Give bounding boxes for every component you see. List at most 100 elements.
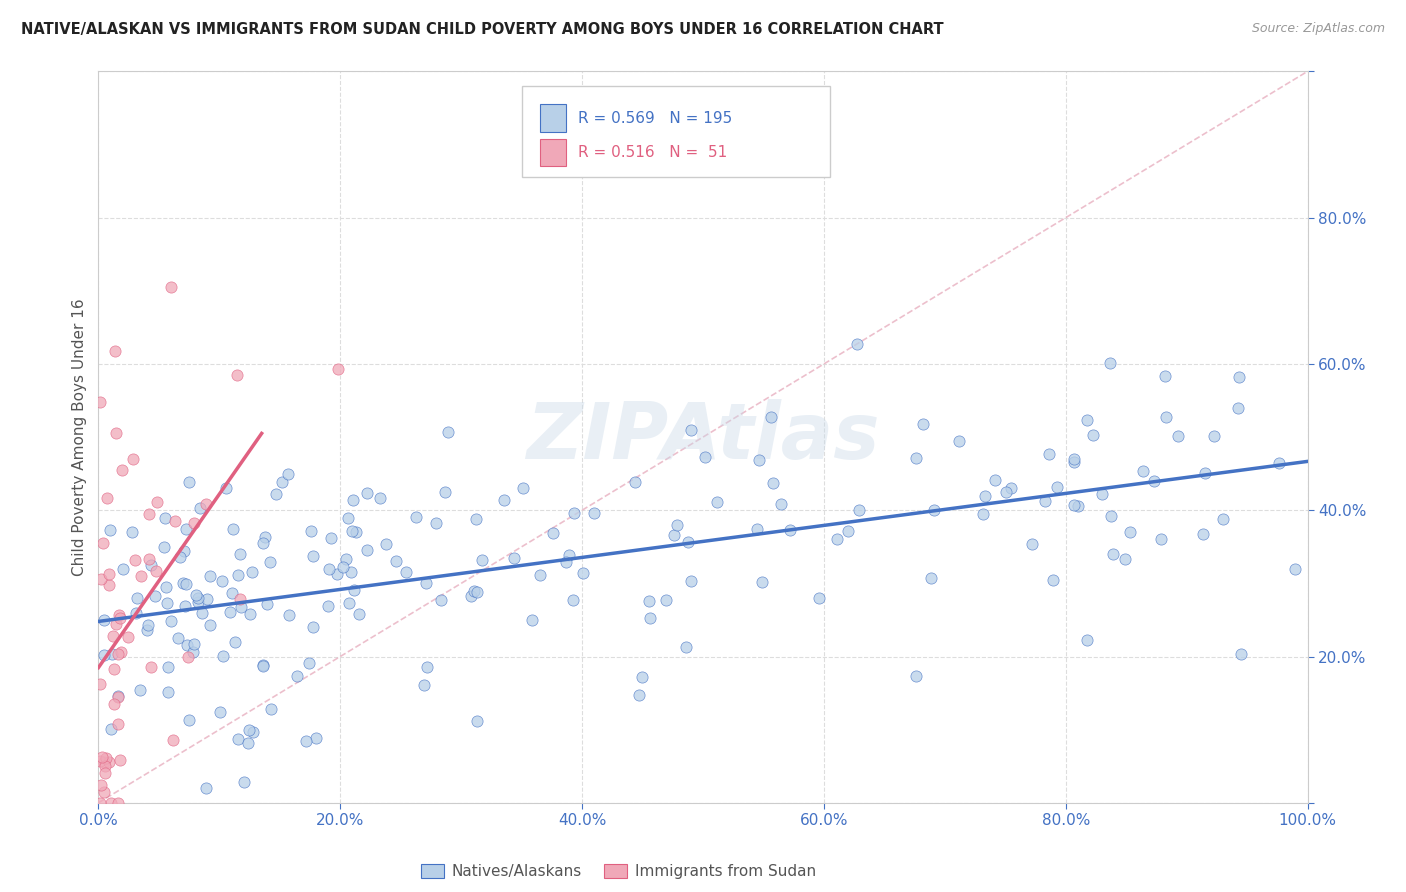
Point [194,781,217,796]
Point [173,544,195,558]
Point [1076,632,1098,647]
Point [117,630,139,644]
Point [1143,474,1166,488]
Point [240,565,263,579]
Point [676,534,699,549]
Point [299,524,322,539]
Point [256,597,278,611]
Point [136,623,159,637]
Point [911,417,934,431]
Point [211,648,233,663]
Point [98,578,121,592]
Point [1114,551,1136,566]
Point [89,394,111,409]
Point [1192,526,1215,541]
Point [160,614,183,628]
Point [425,516,447,530]
Point [1268,456,1291,470]
Point [655,592,678,607]
Point [107,647,129,661]
Point [1153,369,1175,384]
Point [253,530,276,544]
Point [342,493,364,508]
Point [779,523,801,537]
Point [1091,487,1114,501]
Point [679,423,702,437]
Point [1033,494,1056,508]
Point [624,475,647,489]
Point [1063,451,1085,466]
Point [638,594,661,608]
Point [124,607,146,621]
Point [630,671,652,685]
Point [582,506,605,520]
Point [302,620,325,634]
Point [747,522,769,536]
Point [90,750,112,764]
Point [127,591,149,605]
Point [492,493,515,508]
Point [562,506,585,520]
Point [1081,428,1104,442]
Point [662,527,685,541]
Point [762,475,785,490]
Point [100,722,122,736]
Point [101,629,124,643]
Point [97,567,120,582]
Y-axis label: Child Poverty Among Boys Under 16: Child Poverty Among Boys Under 16 [72,298,87,576]
Point [174,599,197,613]
Point [242,725,264,739]
Point [848,503,870,517]
Point [356,486,378,500]
Point [218,605,240,619]
Point [96,750,118,764]
Point [368,491,391,505]
Point [145,589,167,603]
FancyBboxPatch shape [522,86,830,178]
Point [252,657,274,672]
Point [100,796,122,810]
Point [748,452,770,467]
Point [562,592,585,607]
Point [183,645,205,659]
Point [107,607,129,622]
Point [529,567,551,582]
Point [96,491,118,506]
Point [825,533,848,547]
Point [512,481,534,495]
Point [93,648,115,662]
Point [104,425,127,440]
Point [107,690,129,705]
Point [226,568,249,582]
Point [502,551,524,566]
Point [103,662,125,676]
Point [233,774,256,789]
Point [337,596,360,610]
Point [298,656,321,670]
Point [1046,480,1069,494]
Point [1102,548,1125,562]
Point [302,549,325,563]
Point [103,344,125,359]
Point [1021,537,1043,551]
Point [555,554,578,568]
Point [89,677,111,691]
Point [139,660,162,674]
Text: R = 0.569   N = 195: R = 0.569 N = 195 [578,111,733,126]
Point [93,755,115,769]
Point [90,778,112,792]
Point [111,463,134,477]
Point [221,585,243,599]
Point [270,475,292,490]
Point [122,452,145,467]
Point [759,409,782,424]
Point [972,508,994,522]
Point [89,796,111,810]
Point [194,497,217,511]
Point [176,522,198,536]
Point [666,518,689,533]
Point [287,668,309,682]
Point [695,450,717,464]
Point [252,536,274,550]
Point [463,583,485,598]
